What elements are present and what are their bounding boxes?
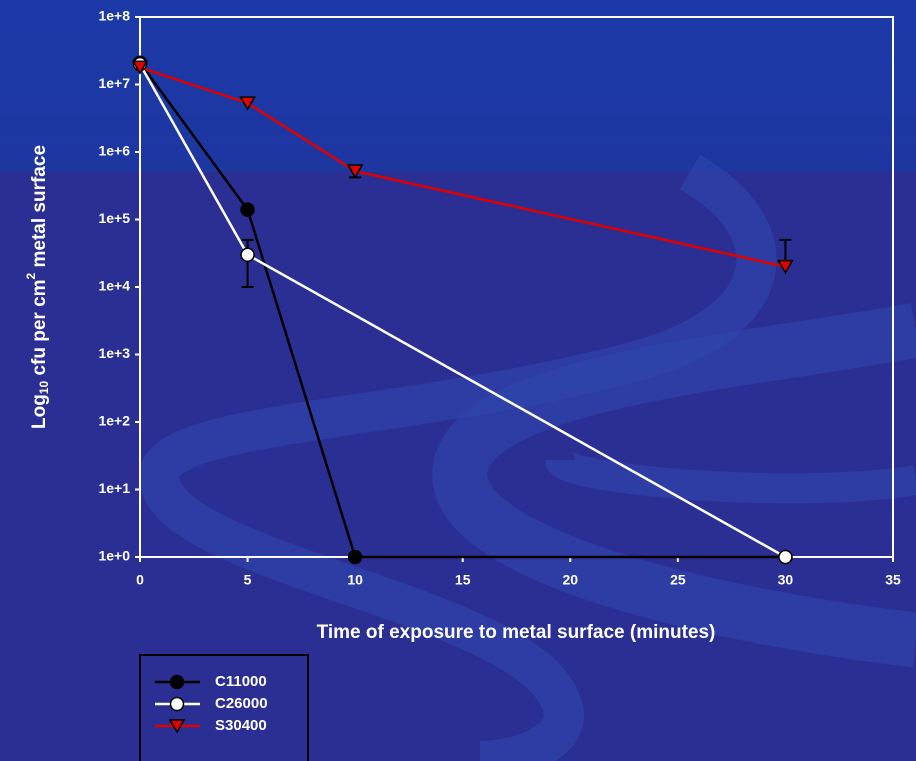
y-title-part: cfu per cm	[29, 279, 50, 380]
legend-label: C26000	[215, 695, 268, 712]
x-tick-label: 30	[778, 572, 794, 588]
legend-label: C11000	[215, 673, 267, 690]
background-band	[0, 0, 916, 172]
data-point	[779, 551, 792, 564]
y-title-part: metal surface	[29, 145, 50, 273]
y-tick-label: 1e+6	[98, 143, 130, 159]
x-axis-title: Time of exposure to metal surface (minut…	[317, 622, 716, 643]
legend-label: S30400	[215, 717, 267, 734]
y-tick-label: 1e+1	[98, 480, 130, 496]
y-tick-label: 1e+5	[98, 210, 130, 226]
x-tick-label: 35	[885, 572, 901, 588]
chart: Time of exposure to metal surface (minut…	[0, 0, 916, 761]
x-tick-label: 10	[347, 572, 363, 588]
y-tick-label: 1e+4	[98, 278, 130, 294]
y-title-part: Log	[29, 394, 50, 429]
legend-marker	[171, 676, 184, 689]
x-tick-label: 0	[136, 572, 144, 588]
y-tick-label: 1e+7	[98, 75, 130, 91]
y-tick-label: 1e+3	[98, 345, 130, 361]
x-tick-label: 25	[670, 572, 686, 588]
y-title-sub: 10	[37, 381, 51, 395]
y-tick-label: 1e+2	[98, 413, 130, 429]
x-tick-label: 15	[455, 572, 471, 588]
data-point	[241, 248, 254, 261]
x-tick-label: 5	[244, 572, 252, 588]
legend-marker	[171, 698, 184, 711]
y-tick-label: 1e+0	[98, 548, 130, 564]
data-point	[241, 203, 254, 216]
data-point	[349, 551, 362, 564]
y-tick-label: 1e+8	[98, 8, 130, 24]
page: {"chart_data": {"type": "line", "x_label…	[0, 0, 916, 761]
x-tick-label: 20	[562, 572, 578, 588]
